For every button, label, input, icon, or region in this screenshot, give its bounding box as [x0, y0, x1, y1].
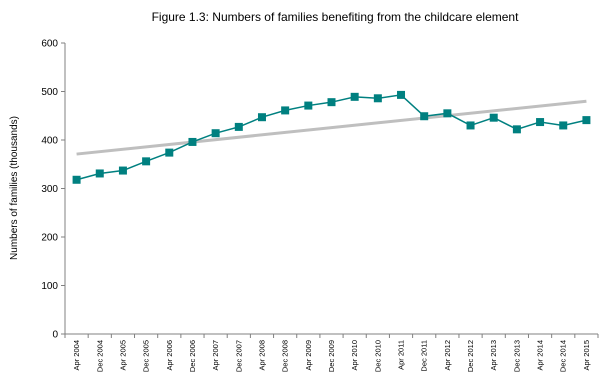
- y-tick-label: 600: [41, 39, 58, 50]
- marker: [142, 157, 151, 166]
- y-tick-label: 300: [41, 184, 58, 195]
- marker: [327, 98, 336, 107]
- y-tick-label: 200: [41, 233, 58, 244]
- x-tick-label: Dec 2005: [142, 340, 151, 372]
- x-tick-label: Apr 2009: [304, 340, 313, 370]
- marker: [211, 129, 220, 138]
- x-tick-label: Dec 2007: [234, 340, 243, 372]
- marker: [443, 109, 452, 118]
- x-tick-label: Apr 2015: [582, 340, 591, 370]
- y-tick-label: 400: [41, 136, 58, 147]
- x-tick-label: Dec 2009: [327, 340, 336, 372]
- x-tick-label: Dec 2010: [373, 340, 382, 372]
- x-tick-label: Apr 2008: [257, 340, 266, 370]
- marker: [466, 121, 475, 130]
- x-tick-label: Dec 2004: [95, 340, 104, 372]
- x-tick-label: Apr 2014: [536, 340, 545, 370]
- y-axis-label: Numbers of families (thousands): [9, 116, 20, 260]
- marker: [188, 137, 197, 146]
- x-tick-label: Apr 2013: [489, 340, 498, 370]
- x-tick-label: Dec 2014: [559, 340, 568, 372]
- marker: [420, 112, 429, 121]
- y-tick-label: 0: [52, 330, 58, 341]
- x-tick-label: Dec 2006: [188, 340, 197, 372]
- x-tick-label: Dec 2013: [512, 340, 521, 372]
- x-tick-label: Apr 2010: [350, 340, 359, 370]
- trend-line: [76, 99, 587, 156]
- marker: [304, 101, 313, 110]
- marker: [373, 94, 382, 103]
- x-tick-label: Dec 2008: [281, 340, 290, 372]
- x-tick-label: Apr 2006: [165, 340, 174, 370]
- y-tick-label: 100: [41, 281, 58, 292]
- marker: [397, 90, 406, 99]
- x-tick-label: Dec 2012: [466, 340, 475, 372]
- marker: [536, 118, 545, 127]
- x-tick-label: Apr 2004: [72, 340, 81, 370]
- marker: [559, 121, 568, 130]
- marker: [257, 113, 266, 122]
- x-tick-label: Apr 2011: [397, 340, 406, 370]
- marker: [234, 122, 243, 131]
- x-tick-label: Apr 2005: [118, 340, 127, 370]
- x-tick-label: Apr 2012: [443, 340, 452, 370]
- marker: [512, 125, 521, 134]
- x-tick-label: Apr 2007: [211, 340, 220, 370]
- marker: [281, 106, 290, 115]
- marker: [350, 92, 359, 101]
- chart-title: Figure 1.3: Numbers of families benefiti…: [152, 10, 520, 24]
- marker: [72, 175, 81, 184]
- marker: [489, 113, 498, 122]
- marker: [118, 166, 127, 175]
- x-tick-label: Dec 2011: [420, 340, 429, 372]
- marker: [582, 116, 591, 125]
- y-tick-label: 500: [41, 87, 58, 98]
- marker: [95, 169, 104, 178]
- marker: [165, 148, 174, 157]
